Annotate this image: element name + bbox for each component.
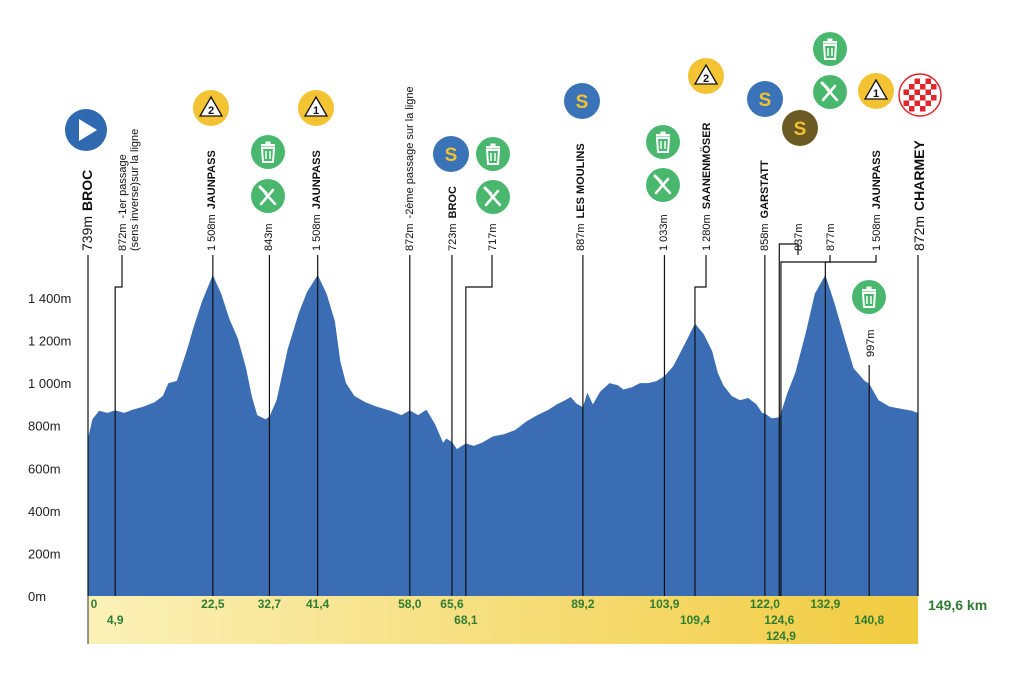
food-icon [813,75,847,109]
waypoint-icons: 2 1 S S 2 S S 1 [65,32,942,314]
km-marker-label: 41,4 [306,597,330,611]
svg-text:1: 1 [873,88,879,100]
waypoint-leader [778,243,799,596]
trash-icon [251,135,285,169]
distance-band [88,596,918,644]
kom2-icon: 2 [688,58,724,94]
waypoint-note: (sens inverse)sur la ligne [129,129,141,251]
waypoint-label: 843m [263,223,275,251]
km-marker-label: 89,2 [571,597,595,611]
svg-text:2: 2 [703,73,709,85]
km-marker-label: 109,4 [680,613,710,627]
y-tick-label: 1 400m [28,291,71,306]
waypoint-label: 872m-1er passage [117,154,129,251]
trash-icon [852,280,886,314]
total-distance-label: 149,6 km [928,597,987,613]
waypoint-label: 997m [865,329,877,357]
waypoint-leader [694,255,707,596]
km-marker-label: 132,9 [810,597,840,611]
waypoint-label: 717m [487,223,499,251]
bonus-icon: S [782,110,818,146]
waypoint-label: 1 508mJAUNPASS [871,150,883,251]
waypoint-label: 872m-2ème passage sur la ligne [404,86,416,251]
trash-icon [813,32,847,66]
y-tick-label: 800m [28,419,61,434]
waypoint-label: 877m [825,223,837,251]
waypoint-label: 872mCHARMEY [911,140,927,251]
food-icon [476,180,510,214]
km-marker-label: 68,1 [454,613,478,627]
waypoint-label: 1 508mJAUNPASS [206,150,218,251]
waypoint-label: 887mLES MOULINS [575,143,587,251]
waypoint-leader [824,255,877,596]
finish-icon [898,73,942,117]
km-marker-label: 4,9 [107,613,124,627]
y-tick-label: 600m [28,461,61,476]
km-marker-label: 32,7 [258,597,282,611]
kom2-icon: 2 [193,90,229,126]
km-marker-label: 22,5 [201,597,225,611]
waypoint-labels: 739mBROC 872m-1er passage (sens inverse)su… [79,86,927,357]
y-tick-label: 0m [28,589,46,604]
sprint-icon: S [747,81,783,117]
svg-text:1: 1 [313,105,319,117]
km-marker-label: 0 [91,597,98,611]
y-tick-label: 1 000m [28,376,71,391]
trash-icon [646,125,680,159]
food-icon [251,179,285,213]
waypoint-label: 858mGARSTATT [759,160,771,251]
elevation-profile-area [88,275,918,596]
start-icon [65,109,107,151]
svg-text:S: S [794,119,807,140]
svg-text:S: S [759,90,772,111]
km-marker-label: 124,9 [766,629,796,643]
km-marker-label: 124,6 [764,613,794,627]
km-marker-label: 140,8 [854,613,884,627]
waypoint-label: 723mBROC [447,186,459,251]
sprint-icon: S [564,83,600,119]
waypoint-leader [465,255,493,596]
km-labels: 0 4,9 22,5 32,7 41,4 58,0 65,6 68,1 89,2 103,9109… [91,597,885,643]
food-icon [646,168,680,202]
waypoint-label: 837m [793,223,805,251]
waypoint-label: 1 033m [658,214,670,251]
sprint-icon: S [433,136,469,172]
waypoint-leader-lines [87,243,919,596]
svg-text:S: S [576,92,589,113]
waypoint-label: 1 508mJAUNPASS [311,150,323,251]
waypoint-leader [780,255,831,596]
km-marker-label: 65,6 [440,597,464,611]
y-tick-label: 200m [28,546,61,561]
km-marker-label: 122,0 [750,597,780,611]
svg-text:2: 2 [208,105,214,117]
waypoint-leader [114,255,123,596]
km-marker-label: 58,0 [398,597,422,611]
waypoint-label: 739mBROC [79,170,95,251]
kom1-icon: 1 [858,73,894,109]
y-axis: 0m 200m 400m 600m 800m 1 000m 1 200m 1 400m [28,291,71,604]
y-tick-label: 1 200m [28,334,71,349]
svg-text:S: S [445,145,458,166]
km-marker-label: 103,9 [649,597,679,611]
waypoint-label: 1 280mSAANENMÖSER [700,122,713,251]
y-tick-label: 400m [28,504,61,519]
kom1-icon: 1 [298,90,334,126]
trash-icon [476,137,510,171]
